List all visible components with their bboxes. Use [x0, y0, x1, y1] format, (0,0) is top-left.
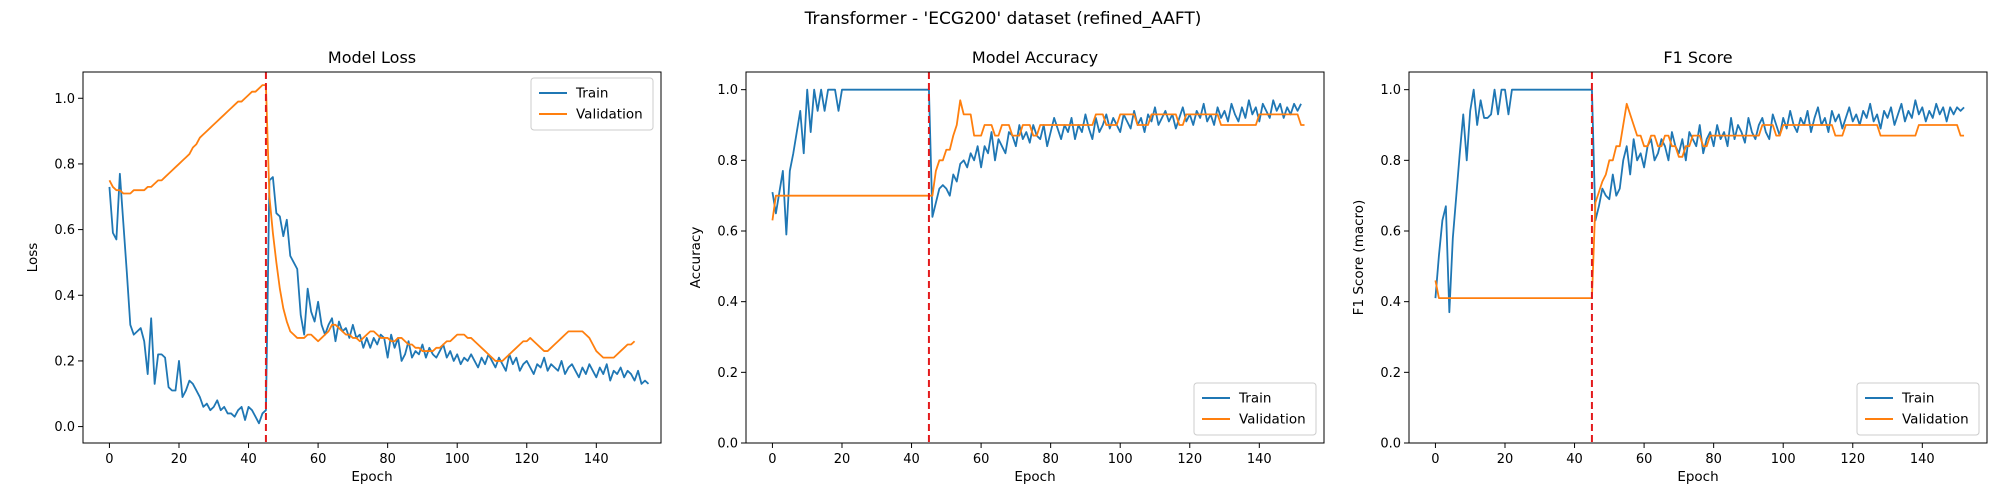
x-tick-label: 120: [1840, 452, 1865, 467]
subplot-title: F1 Score: [1663, 48, 1732, 67]
series-line-validation: [108, 84, 636, 362]
x-tick-label: 40: [240, 452, 257, 467]
x-tick-label: 0: [768, 452, 776, 467]
legend-label-validation: Validation: [1902, 412, 1969, 428]
y-tick-label: 0.8: [1380, 154, 1401, 169]
plot-frame: [745, 71, 1325, 444]
subplot-title: Model Loss: [328, 48, 416, 67]
y-tick-label: 0.4: [717, 295, 738, 310]
y-tick-label: 1.0: [54, 92, 75, 107]
series-line-validation: [1434, 102, 1965, 300]
x-tick-label: 140: [584, 452, 609, 467]
y-tick-label: 1.0: [1380, 83, 1401, 98]
x-axis-label: Epoch: [1677, 469, 1718, 485]
legend-label-validation: Validation: [1239, 412, 1306, 428]
y-tick-label: 0.4: [54, 289, 75, 304]
x-tick-label: 120: [514, 452, 539, 467]
legend: Train Validation: [1856, 382, 1980, 436]
legend: Train Validation: [530, 77, 654, 131]
x-axis-label: Epoch: [1014, 469, 1055, 485]
y-tick-label: 0.2: [1380, 366, 1401, 381]
legend-box: [530, 77, 654, 131]
series-line-train: [108, 172, 650, 425]
x-tick-label: 0: [1431, 452, 1439, 467]
y-tick-label: 0.0: [1380, 437, 1401, 452]
legend-label-train: Train: [1901, 391, 1934, 407]
x-tick-label: 100: [445, 452, 470, 467]
x-tick-label: 80: [1042, 452, 1059, 467]
y-tick-label: 0.0: [717, 437, 738, 452]
y-axis-label: Accuracy: [688, 227, 704, 289]
y-tick-label: 1.0: [717, 83, 738, 98]
subplot-3: F1 Score 0 20 40 60 80 100 120 140 0.0 0.2 0.4 0.6 0.…: [1351, 48, 1988, 485]
x-tick-label: 40: [1566, 452, 1583, 467]
subplot-2: Model Accuracy 0 20 40 60 80 100 120 140 0.0 0.2 0.…: [688, 48, 1325, 485]
x-axis-label: Epoch: [351, 469, 392, 485]
y-tick-label: 0.6: [717, 225, 738, 240]
legend-label-validation: Validation: [576, 107, 643, 123]
x-tick-label: 20: [171, 452, 188, 467]
series-line-train: [771, 88, 1302, 236]
subplot-grid: Model Loss 0 20 40 60 80 100 120 140 0.0 0.2 0.4 0.6…: [25, 48, 1988, 485]
y-tick-label: 0.4: [1380, 295, 1401, 310]
y-axis-label: F1 Score (macro): [1351, 200, 1367, 316]
y-tick-label: 0.6: [54, 223, 75, 238]
figure-suptitle: Transformer - 'ECG200' dataset (refined_…: [804, 9, 1202, 29]
plot-frame: [82, 71, 662, 444]
y-tick-label: 0.2: [54, 354, 75, 369]
x-tick-label: 100: [1108, 452, 1133, 467]
x-tick-label: 20: [834, 452, 851, 467]
series-line-validation: [771, 99, 1305, 221]
x-tick-label: 60: [1636, 452, 1653, 467]
legend: Train Validation: [1193, 382, 1317, 436]
y-tick-label: 0.2: [717, 366, 738, 381]
y-tick-label: 0.8: [717, 154, 738, 169]
x-tick-label: 20: [1497, 452, 1514, 467]
x-tick-label: 80: [1705, 452, 1722, 467]
subplot-title: Model Accuracy: [972, 48, 1098, 67]
x-tick-label: 40: [903, 452, 920, 467]
y-axis-label: Loss: [25, 243, 41, 273]
x-tick-label: 60: [973, 452, 990, 467]
x-tick-label: 60: [310, 452, 327, 467]
x-tick-label: 140: [1910, 452, 1935, 467]
x-tick-label: 0: [105, 452, 113, 467]
x-tick-label: 120: [1177, 452, 1202, 467]
y-tick-label: 0.6: [1380, 225, 1401, 240]
y-tick-label: 0.8: [54, 157, 75, 172]
x-tick-label: 140: [1247, 452, 1272, 467]
legend-label-train: Train: [1238, 391, 1271, 407]
legend-label-train: Train: [575, 86, 608, 102]
plot-frame: [1408, 71, 1988, 444]
subplot-1: Model Loss 0 20 40 60 80 100 120 140 0.0 0.2 0.4 0.6…: [25, 48, 662, 485]
series-line-train: [1434, 88, 1965, 314]
legend-box: [1856, 382, 1980, 436]
y-tick-label: 0.0: [54, 420, 75, 435]
x-tick-label: 80: [379, 452, 396, 467]
legend-box: [1193, 382, 1317, 436]
x-tick-label: 100: [1771, 452, 1796, 467]
